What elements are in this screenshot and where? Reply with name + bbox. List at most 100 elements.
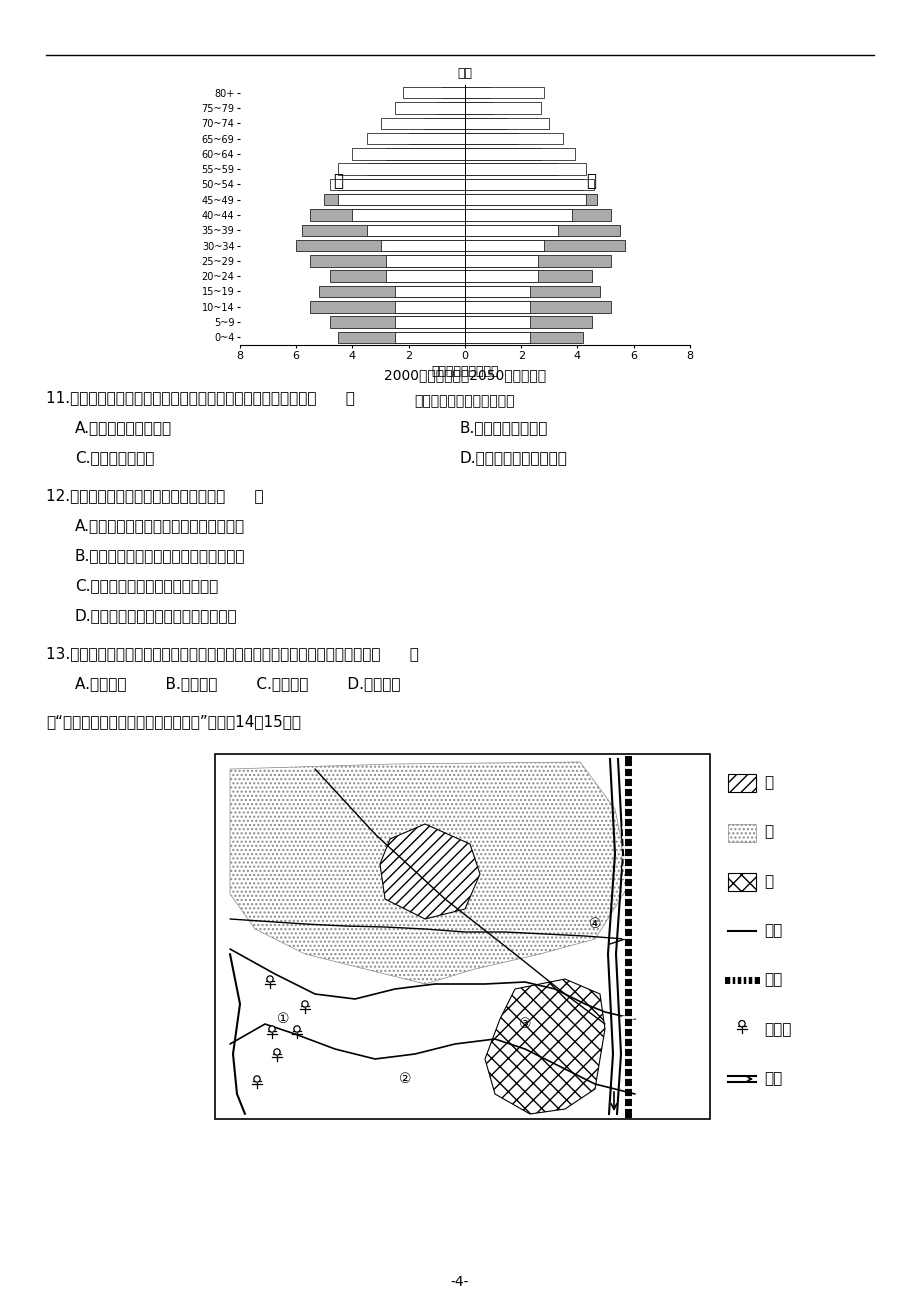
Bar bbox=[464, 332, 583, 344]
Text: 男: 男 bbox=[333, 172, 343, 190]
Bar bbox=[464, 316, 529, 328]
Bar bbox=[464, 117, 549, 129]
Bar bbox=[330, 316, 464, 328]
Bar bbox=[464, 316, 591, 328]
Bar bbox=[352, 148, 464, 160]
Bar bbox=[464, 148, 540, 160]
Bar bbox=[330, 178, 464, 190]
Text: ③: ③ bbox=[518, 1017, 530, 1031]
Bar bbox=[464, 285, 599, 297]
Circle shape bbox=[254, 1075, 260, 1082]
Bar bbox=[464, 271, 591, 283]
Bar bbox=[464, 133, 518, 145]
Bar bbox=[464, 87, 543, 99]
Bar bbox=[464, 194, 585, 206]
Bar bbox=[727, 775, 755, 792]
Circle shape bbox=[274, 1049, 280, 1055]
Bar bbox=[394, 102, 464, 113]
Bar bbox=[318, 285, 464, 297]
Bar bbox=[464, 163, 557, 174]
Text: B.人口自然增长率偏高，每年新增人口多: B.人口自然增长率偏高，每年新增人口多 bbox=[75, 548, 245, 562]
Bar bbox=[386, 255, 464, 267]
Bar bbox=[338, 178, 464, 190]
Bar bbox=[464, 301, 529, 312]
Bar bbox=[464, 163, 585, 174]
Bar bbox=[727, 824, 755, 841]
Bar bbox=[380, 117, 464, 129]
Bar bbox=[310, 255, 464, 267]
Bar bbox=[394, 285, 464, 297]
Bar bbox=[215, 754, 709, 1118]
Bar bbox=[464, 255, 538, 267]
Text: 13.　一般而言，有组织的大规模移民过程中，需要考虑的主要因素是迁入区的（      ）: 13. 一般而言，有组织的大规模移民过程中，需要考虑的主要因素是迁入区的（ ） bbox=[46, 646, 418, 661]
Text: C.出生率、死亡率: C.出生率、死亡率 bbox=[75, 450, 154, 465]
X-axis label: 人口数量（千万人）: 人口数量（千万人） bbox=[431, 365, 498, 378]
Circle shape bbox=[268, 1026, 275, 1032]
Bar bbox=[464, 240, 543, 251]
Bar bbox=[338, 194, 464, 206]
Text: ④: ④ bbox=[588, 917, 601, 931]
Bar bbox=[423, 117, 464, 129]
Text: 女: 女 bbox=[586, 172, 596, 190]
Bar bbox=[464, 102, 540, 113]
Bar bbox=[464, 332, 529, 344]
Bar bbox=[394, 332, 464, 344]
Polygon shape bbox=[380, 824, 480, 919]
Text: A.出生率、年龄段比率: A.出生率、年龄段比率 bbox=[75, 421, 172, 435]
Bar bbox=[464, 87, 490, 99]
Bar bbox=[338, 332, 464, 344]
Bar bbox=[366, 163, 464, 174]
Text: 年龄: 年龄 bbox=[457, 68, 472, 81]
Bar bbox=[464, 224, 557, 236]
Text: 12.　目前，我国人口面临的突出问题是（      ）: 12. 目前，我国人口面临的突出问题是（ ） bbox=[46, 488, 264, 503]
Circle shape bbox=[301, 1001, 308, 1008]
Bar bbox=[464, 117, 506, 129]
Text: B.死亡率、性别比率: B.死亡率、性别比率 bbox=[460, 421, 548, 435]
Bar bbox=[403, 87, 464, 99]
Bar bbox=[464, 301, 610, 312]
Bar bbox=[296, 240, 464, 251]
Polygon shape bbox=[484, 979, 605, 1115]
Polygon shape bbox=[230, 762, 630, 984]
Bar bbox=[338, 163, 464, 174]
Bar bbox=[301, 224, 464, 236]
Bar bbox=[464, 210, 572, 221]
Bar bbox=[310, 210, 464, 221]
Text: 11.　如果要绘制如图所示的人口统计图，须具备的数据资料是（      ）: 11. 如果要绘制如图所示的人口统计图，须具备的数据资料是（ ） bbox=[46, 391, 355, 405]
Bar bbox=[394, 316, 464, 328]
Bar bbox=[442, 87, 464, 99]
Bar bbox=[324, 194, 464, 206]
Text: 中国人口的年龄、性别结构: 中国人口的年龄、性别结构 bbox=[414, 395, 515, 409]
Bar bbox=[464, 285, 529, 297]
Bar bbox=[727, 872, 755, 891]
Bar bbox=[386, 148, 464, 160]
Bar bbox=[408, 133, 464, 145]
Bar bbox=[437, 102, 464, 113]
Text: D.年龄段比率、性别比率: D.年龄段比率、性别比率 bbox=[460, 450, 567, 465]
Bar bbox=[464, 102, 493, 113]
Bar bbox=[464, 271, 538, 283]
Bar bbox=[310, 301, 464, 312]
Bar bbox=[366, 133, 464, 145]
Bar bbox=[464, 210, 610, 221]
Bar bbox=[394, 301, 464, 312]
Bar bbox=[464, 178, 594, 190]
Bar bbox=[366, 224, 464, 236]
Text: 2000年（灰色）和2050年（白色）: 2000年（灰色）和2050年（白色） bbox=[383, 368, 546, 383]
Text: 公路: 公路 bbox=[763, 923, 781, 939]
Bar bbox=[386, 271, 464, 283]
Bar bbox=[464, 148, 574, 160]
Bar bbox=[464, 240, 625, 251]
Text: A.人口密度        B.人口容量        C.人口构成        D.人口素质: A.人口密度 B.人口容量 C.人口构成 D.人口素质 bbox=[75, 676, 400, 691]
Text: -4-: -4- bbox=[450, 1275, 469, 1289]
Bar bbox=[464, 178, 583, 190]
Circle shape bbox=[267, 976, 273, 982]
Text: A.人口老龄化日趋严重，劳动力严重短缺: A.人口老龄化日趋严重，劳动力严重短缺 bbox=[75, 518, 244, 533]
Bar bbox=[464, 194, 596, 206]
Bar bbox=[330, 271, 464, 283]
Text: 丙: 丙 bbox=[763, 874, 772, 889]
Text: 甲: 甲 bbox=[763, 775, 772, 790]
Bar bbox=[464, 255, 610, 267]
Text: D.人口出现负增长，人口数量日趋减少: D.人口出现负增长，人口数量日趋减少 bbox=[75, 608, 237, 622]
Circle shape bbox=[293, 1026, 300, 1032]
